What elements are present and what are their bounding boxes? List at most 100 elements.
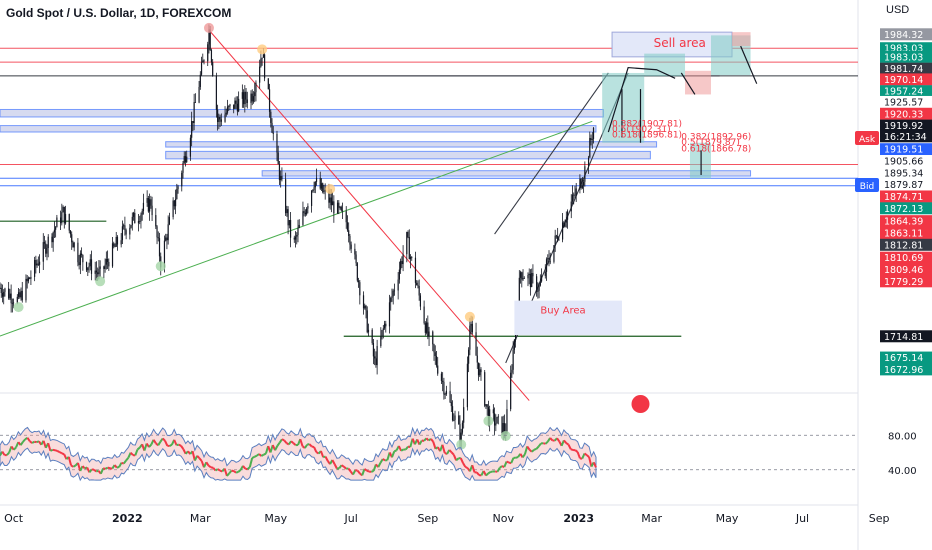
- candle-body: [79, 253, 81, 266]
- candle-body: [184, 156, 187, 163]
- fib-label-5: 0.618(1866.78): [681, 144, 751, 154]
- candle-body: [242, 92, 245, 105]
- candle-body: [8, 288, 10, 299]
- indicator-segment: [237, 469, 242, 473]
- candle-body: [4, 288, 6, 292]
- candle-body: [268, 89, 271, 112]
- candle-body: [225, 112, 227, 115]
- candle-body: [189, 137, 192, 157]
- zone-1[interactable]: [0, 125, 597, 133]
- candle-body: [298, 224, 300, 228]
- indicator-segment: [450, 451, 455, 456]
- candle-body: [45, 243, 47, 254]
- candle-body: [245, 91, 247, 100]
- price-label-7: 1920.33: [884, 109, 923, 120]
- zone-3[interactable]: [165, 150, 651, 160]
- price-label-bg-15: [880, 202, 932, 215]
- candle-body: [306, 208, 308, 215]
- candle-body: [406, 232, 408, 255]
- candle-body: [529, 273, 532, 288]
- indicator-segment: [496, 467, 501, 473]
- zone-2[interactable]: [165, 141, 658, 148]
- candle-body: [99, 266, 101, 269]
- candle-body: [72, 242, 74, 248]
- price-label-bg-18: [880, 238, 932, 251]
- buy-area-box[interactable]: [514, 300, 622, 336]
- indicator-segment: [574, 449, 579, 453]
- indicator-segment: [428, 438, 432, 442]
- candle-body: [116, 236, 119, 245]
- price-label-bg-4: [880, 73, 932, 86]
- candle-body: [78, 262, 80, 266]
- candle-body: [234, 100, 236, 109]
- candle-body: [36, 263, 38, 266]
- swing-marker-4: [257, 44, 268, 55]
- indicator-segment: [576, 451, 581, 459]
- candle-body: [469, 325, 471, 350]
- green-trendline[interactable]: [0, 120, 593, 337]
- candle-body: [349, 235, 351, 245]
- candle-body: [62, 206, 64, 213]
- candle-body: [280, 176, 282, 181]
- candle-body: [480, 369, 482, 373]
- us-flag-icon[interactable]: [631, 395, 650, 413]
- indicator-segment: [523, 446, 529, 455]
- time-tick-10: Jul: [795, 512, 809, 525]
- zone-4[interactable]: [261, 170, 752, 177]
- indicator-segment: [47, 442, 52, 452]
- swing-marker-2: [155, 261, 166, 272]
- indicator-segment: [219, 469, 223, 473]
- zone-0[interactable]: [0, 108, 604, 118]
- projection-arrow-2: [680, 72, 696, 95]
- candle-body: [210, 50, 213, 63]
- candle-body: [590, 138, 592, 140]
- indicator-segment: [462, 462, 467, 468]
- position-box-2[interactable]: [685, 70, 711, 95]
- fib-label-1: 0.5(1902.31): [612, 125, 671, 135]
- candle-body: [132, 212, 135, 217]
- channel-upper[interactable]: [494, 72, 609, 235]
- candle-body: [68, 214, 70, 231]
- candle-body: [141, 210, 143, 215]
- candle-body: [450, 402, 452, 407]
- indicator-segment: [233, 470, 237, 474]
- candle-body: [220, 119, 222, 122]
- candle-body: [571, 194, 574, 202]
- candle-body: [510, 372, 512, 410]
- candle-body: [200, 62, 203, 75]
- candle-body: [82, 255, 84, 263]
- candle-body: [219, 117, 221, 120]
- indicator-segment: [228, 469, 233, 475]
- position-box-1[interactable]: [644, 53, 686, 77]
- candle-body: [191, 121, 193, 138]
- candle-body: [95, 270, 98, 273]
- candle-body: [471, 323, 473, 333]
- candle-body: [574, 194, 576, 196]
- price-label-12: 1895.34: [884, 168, 923, 179]
- indicator-segment: [260, 453, 265, 457]
- indicator-segment: [343, 465, 347, 470]
- indicator-segment: [67, 456, 73, 466]
- candle-body: [323, 191, 325, 193]
- candle-body: [487, 407, 490, 425]
- position-box-4[interactable]: [732, 32, 751, 47]
- chart-title[interactable]: Gold Spot / U.S. Dollar, 1D, FOREXCOM: [6, 6, 232, 20]
- candle-body: [442, 380, 444, 382]
- indicator-segment: [333, 463, 338, 470]
- indicator-background: [0, 415, 858, 492]
- candle-body: [468, 349, 470, 364]
- position-box-5[interactable]: [689, 142, 711, 179]
- candle-body: [43, 242, 46, 244]
- price-label-bg-23: [880, 351, 932, 364]
- candle-body: [445, 390, 447, 395]
- indicator-segment: [70, 464, 74, 468]
- candle-body: [454, 415, 456, 420]
- indicator-segment: [118, 462, 123, 468]
- candle-body: [281, 176, 283, 180]
- price-label-bg-21: [880, 275, 932, 288]
- candle-body: [294, 236, 297, 240]
- candle-body: [398, 269, 400, 280]
- indicator-segment: [543, 442, 546, 445]
- candle-body: [433, 344, 435, 353]
